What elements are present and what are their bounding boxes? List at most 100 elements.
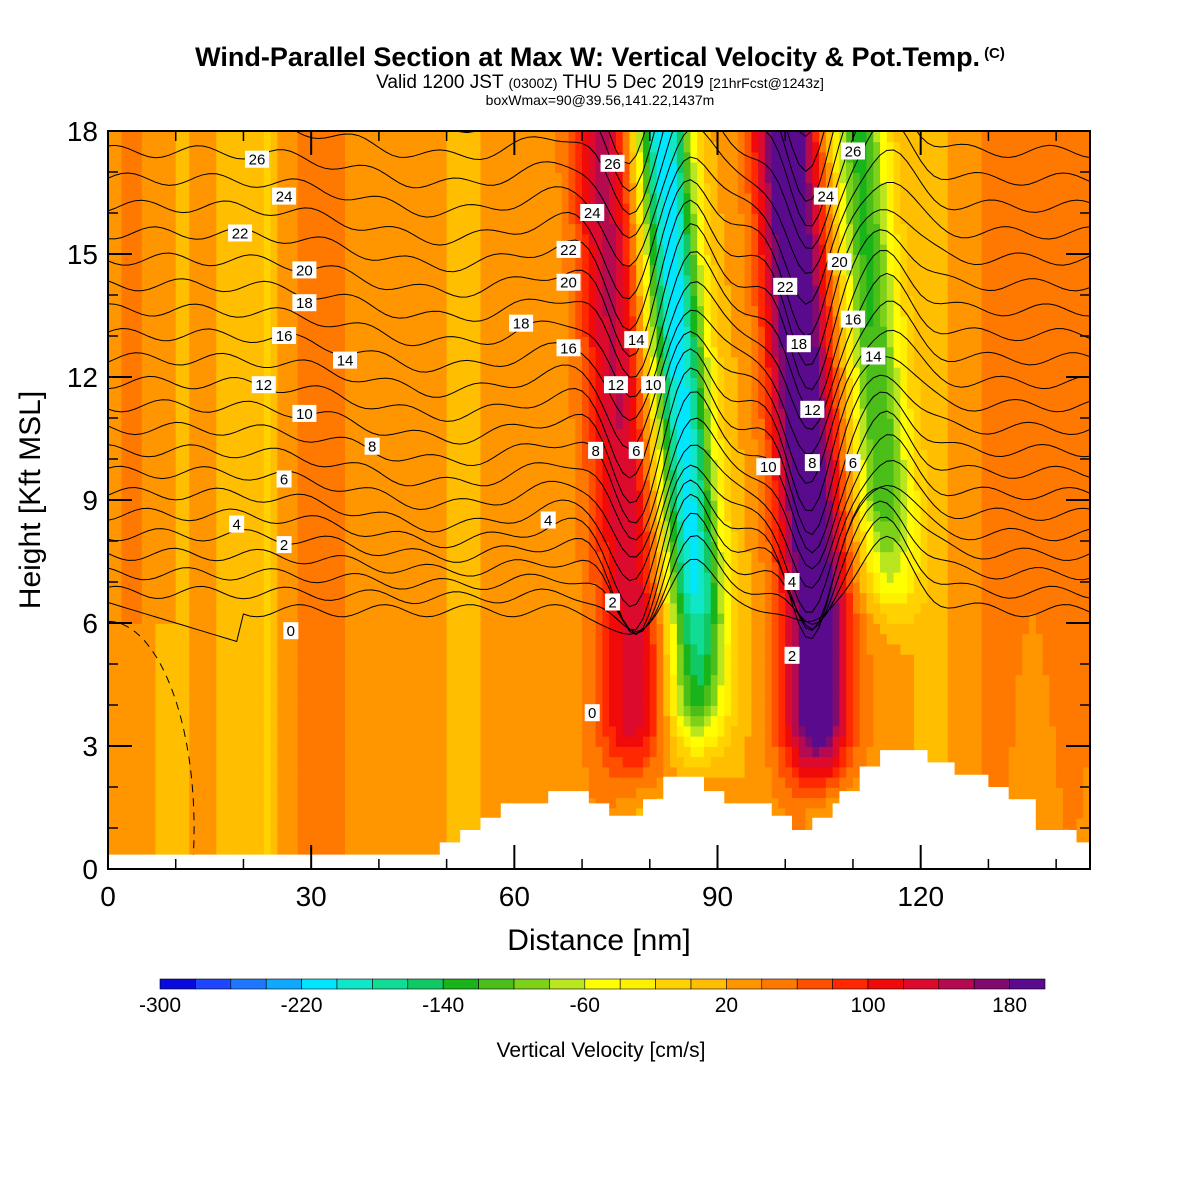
field-cell — [453, 233, 462, 245]
field-cell — [561, 735, 570, 747]
field-cell — [372, 838, 380, 850]
field-cell — [121, 510, 130, 522]
field-cell — [541, 735, 550, 747]
field-cell — [114, 469, 123, 481]
field-cell — [209, 161, 218, 173]
field-cell — [223, 223, 231, 235]
field-cell — [277, 418, 285, 430]
field-cell — [114, 561, 123, 573]
field-cell — [487, 459, 495, 471]
field-cell — [521, 131, 529, 143]
field-cell — [263, 223, 272, 235]
field-cell — [175, 653, 184, 665]
field-cell — [527, 141, 536, 153]
field-cell — [168, 633, 177, 645]
field-cell — [433, 172, 441, 184]
field-cell — [399, 459, 407, 471]
field-cell — [405, 520, 414, 532]
field-cell — [256, 295, 265, 307]
field-cell — [575, 766, 583, 778]
field-cell — [446, 315, 455, 327]
field-cell — [216, 848, 225, 860]
field-cell — [568, 387, 577, 399]
field-cell — [514, 602, 523, 614]
field-cell — [365, 674, 374, 686]
field-cell — [216, 479, 225, 491]
field-cell — [128, 336, 136, 348]
field-cell — [290, 653, 299, 665]
field-cell — [514, 612, 523, 624]
field-cell — [351, 202, 360, 214]
field-cell — [453, 817, 462, 829]
field-cell — [351, 838, 360, 850]
field-cell — [527, 336, 536, 348]
field-cell — [331, 541, 340, 553]
field-cell — [304, 520, 313, 532]
field-cell — [534, 787, 543, 799]
field-cell — [304, 694, 313, 706]
field-cell — [324, 582, 333, 594]
field-cell — [141, 489, 150, 501]
field-cell — [426, 500, 434, 512]
field-cell — [141, 592, 150, 604]
field-cell — [548, 305, 556, 317]
field-cell — [541, 264, 550, 276]
field-cell — [372, 530, 380, 542]
field-cell — [494, 787, 502, 799]
field-cell — [162, 295, 170, 307]
field-cell — [182, 182, 191, 194]
field-cell — [453, 315, 462, 327]
field-cell — [209, 725, 218, 737]
field-cell — [426, 459, 434, 471]
field-cell — [182, 582, 191, 594]
field-cell — [494, 571, 502, 583]
field-cell — [196, 561, 204, 573]
field-cell — [250, 448, 258, 460]
field-cell — [433, 346, 441, 358]
field-cell — [568, 489, 577, 501]
field-cell — [148, 305, 157, 317]
field-cell — [527, 684, 536, 696]
field-cell — [209, 817, 218, 829]
field-cell — [345, 305, 353, 317]
field-cell — [521, 233, 529, 245]
field-cell — [575, 756, 583, 768]
field-cell — [209, 182, 218, 194]
field-cell — [561, 233, 570, 245]
field-cell — [433, 489, 441, 501]
field-cell — [453, 602, 462, 614]
field-cell — [554, 202, 563, 214]
field-cell — [256, 633, 265, 645]
field-cell — [270, 479, 279, 491]
field-cell — [229, 479, 238, 491]
field-cell — [500, 387, 509, 399]
field-cell — [345, 479, 353, 491]
field-cell — [243, 817, 252, 829]
field-cell — [155, 428, 164, 440]
field-cell — [527, 725, 536, 737]
field-cell — [514, 172, 523, 184]
field-cell — [365, 848, 374, 860]
field-cell — [270, 664, 279, 676]
field-cell — [439, 387, 448, 399]
field-cell — [480, 684, 489, 696]
field-cell — [148, 233, 157, 245]
field-cell — [345, 530, 353, 542]
field-cell — [311, 735, 319, 747]
field-cell — [141, 510, 150, 522]
field-cell — [284, 756, 292, 768]
field-cell — [297, 418, 306, 430]
field-cell — [297, 746, 306, 758]
field-cell — [412, 305, 421, 317]
field-cell — [548, 243, 556, 255]
field-cell — [223, 243, 231, 255]
field-cell — [426, 295, 434, 307]
field-cell — [263, 592, 272, 604]
field-cell — [317, 336, 326, 348]
field-cell — [216, 274, 225, 286]
field-cell — [284, 356, 292, 368]
field-cell — [405, 705, 414, 717]
field-cell — [507, 223, 516, 235]
field-cell — [243, 387, 252, 399]
field-cell — [189, 418, 197, 430]
